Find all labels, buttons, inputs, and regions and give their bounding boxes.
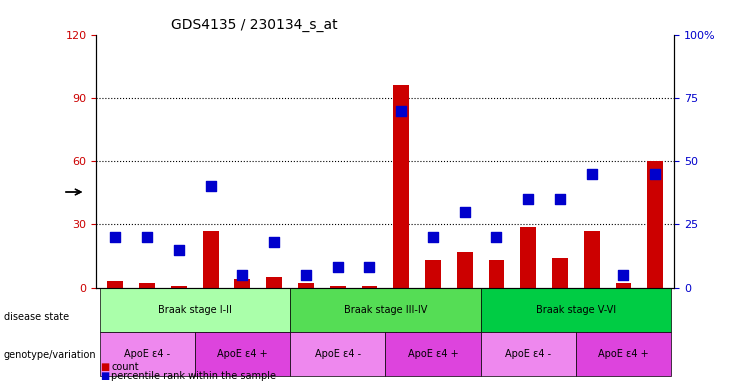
Text: Braak stage III-IV: Braak stage III-IV bbox=[344, 305, 427, 315]
Bar bbox=[266, 277, 282, 288]
FancyBboxPatch shape bbox=[481, 288, 671, 332]
Point bbox=[617, 272, 629, 278]
Text: disease state: disease state bbox=[4, 312, 69, 322]
Bar bbox=[330, 286, 345, 288]
Text: ApoE ε4 +: ApoE ε4 + bbox=[598, 349, 649, 359]
Point bbox=[364, 265, 376, 271]
Point bbox=[110, 234, 122, 240]
Bar bbox=[648, 161, 663, 288]
Bar bbox=[584, 231, 599, 288]
Point bbox=[205, 184, 216, 190]
Point bbox=[427, 234, 439, 240]
Bar bbox=[298, 283, 314, 288]
FancyBboxPatch shape bbox=[290, 332, 385, 376]
FancyBboxPatch shape bbox=[99, 332, 195, 376]
Text: ■: ■ bbox=[100, 371, 109, 381]
Bar bbox=[139, 283, 155, 288]
FancyBboxPatch shape bbox=[576, 332, 671, 376]
Text: GDS4135 / 230134_s_at: GDS4135 / 230134_s_at bbox=[171, 18, 338, 32]
Point bbox=[491, 234, 502, 240]
FancyBboxPatch shape bbox=[481, 332, 576, 376]
Text: ApoE ε4 +: ApoE ε4 + bbox=[408, 349, 458, 359]
Text: ApoE ε4 -: ApoE ε4 - bbox=[315, 349, 361, 359]
Point bbox=[586, 171, 598, 177]
Bar bbox=[393, 85, 409, 288]
Point bbox=[459, 209, 471, 215]
Text: ApoE ε4 +: ApoE ε4 + bbox=[217, 349, 268, 359]
FancyBboxPatch shape bbox=[195, 332, 290, 376]
Bar bbox=[616, 283, 631, 288]
Text: genotype/variation: genotype/variation bbox=[4, 350, 96, 360]
Point bbox=[395, 108, 407, 114]
Bar bbox=[488, 260, 505, 288]
Bar bbox=[552, 258, 568, 288]
Point bbox=[300, 272, 312, 278]
Point bbox=[268, 239, 280, 245]
Text: percentile rank within the sample: percentile rank within the sample bbox=[111, 371, 276, 381]
Text: ApoE ε4 -: ApoE ε4 - bbox=[505, 349, 551, 359]
Point bbox=[173, 247, 185, 253]
Bar bbox=[520, 227, 536, 288]
Point bbox=[332, 265, 344, 271]
FancyBboxPatch shape bbox=[290, 288, 481, 332]
Bar bbox=[203, 231, 219, 288]
Text: ■: ■ bbox=[100, 362, 109, 372]
Bar bbox=[456, 252, 473, 288]
Point bbox=[649, 171, 661, 177]
Point bbox=[236, 272, 248, 278]
Point bbox=[554, 196, 566, 202]
Text: ApoE ε4 -: ApoE ε4 - bbox=[124, 349, 170, 359]
Bar bbox=[107, 281, 123, 288]
FancyBboxPatch shape bbox=[99, 288, 290, 332]
Bar bbox=[234, 279, 250, 288]
Bar bbox=[362, 286, 377, 288]
Bar bbox=[425, 260, 441, 288]
Point bbox=[142, 234, 153, 240]
Bar bbox=[171, 286, 187, 288]
Point bbox=[522, 196, 534, 202]
Text: Braak stage V-VI: Braak stage V-VI bbox=[536, 305, 616, 315]
Text: count: count bbox=[111, 362, 139, 372]
Text: Braak stage I-II: Braak stage I-II bbox=[158, 305, 232, 315]
FancyBboxPatch shape bbox=[385, 332, 481, 376]
